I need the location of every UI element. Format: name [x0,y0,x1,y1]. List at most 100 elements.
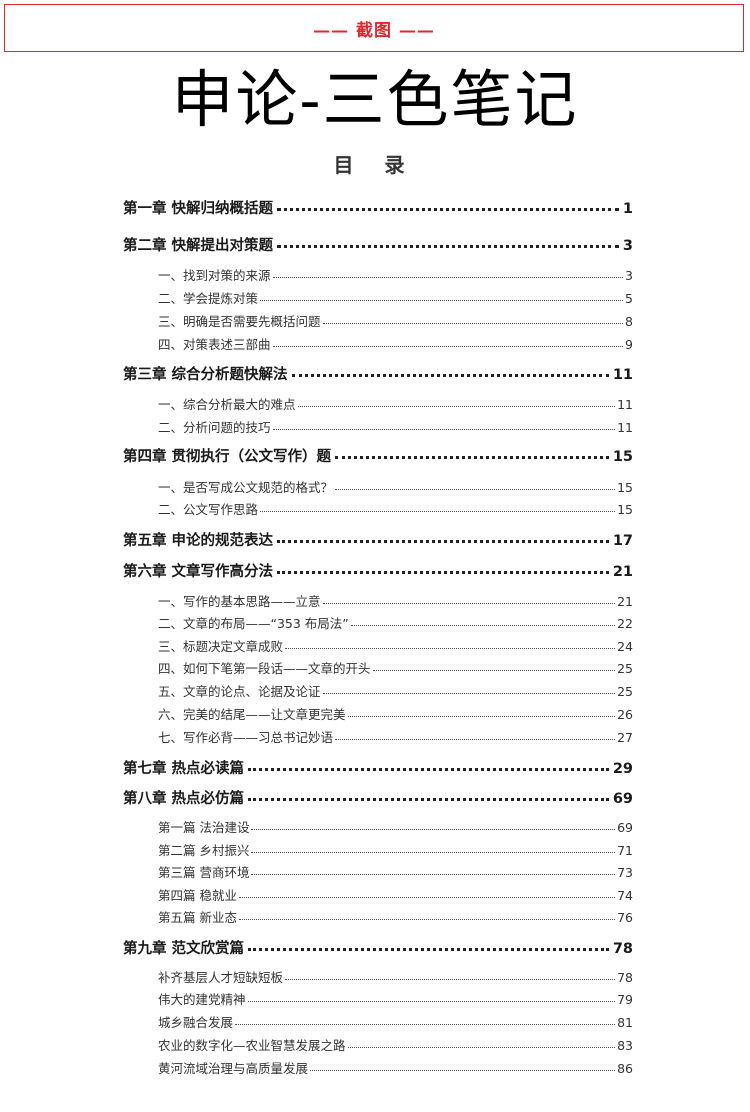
toc-section-entry[interactable]: 四、如何下笔第一段话——文章的开头 25 [158,658,633,677]
dot-leader [272,429,616,430]
toc-section-entry[interactable]: 六、完美的结尾——让文章更完美 26 [158,704,633,723]
screenshot-banner: —— 截图 —— [4,4,744,52]
dot-leader [235,1024,616,1025]
toc-entry-page: 9 [625,337,633,352]
toc-entry-page: 21 [617,594,633,609]
toc-entry-title: 一、综合分析最大的难点 [158,397,296,412]
dot-leader [277,245,619,248]
toc-section-entry[interactable]: 四、对策表述三部曲 9 [158,334,633,353]
dot-leader [260,511,616,512]
toc-entry-page: 25 [617,684,633,699]
dot-leader [248,948,609,951]
toc-section-entry[interactable]: 三、明确是否需要先概括问题 8 [158,311,633,330]
dot-leader [272,346,624,347]
toc-entry-page: 78 [612,941,633,957]
toc-entry-page: 3 [625,268,633,283]
toc-entry-title: 第二章 快解提出对策题 [123,238,274,254]
toc-entry-page: 15 [612,449,633,465]
toc-section-entry[interactable]: 二、学会提炼对策 5 [158,288,633,307]
toc-entry-title: 二、公文写作思路 [158,502,259,517]
toc-entry-page: 26 [617,707,633,722]
toc-entry-title: 三、标题决定文章成败 [158,639,284,654]
toc-entry-title: 第六章 文章写作高分法 [123,564,274,580]
dot-leader [297,406,616,407]
dot-leader [310,1070,616,1071]
toc-chapter-entry[interactable]: 第三章 综合分析题快解法 11 [123,363,633,384]
toc-section-entry[interactable]: 七、写作必背——习总书记妙语 27 [158,727,633,746]
toc-entry-page: 22 [617,616,633,631]
toc-section-entry[interactable]: 第三篇 营商环境 73 [158,862,633,881]
toc-chapter-entry[interactable]: 第九章 范文欣赏篇 78 [123,937,633,958]
toc-chapter-entry[interactable]: 第六章 文章写作高分法 21 [123,560,633,581]
toc-section-entry[interactable]: 第五篇 新业态 76 [158,907,633,926]
toc-entry-title: 黄河流域治理与高质量发展 [158,1061,309,1076]
toc-entry-page: 76 [617,910,633,925]
dot-leader [277,571,609,574]
toc-section-entry[interactable]: 第一篇 法治建设 69 [158,817,633,836]
dot-leader [248,768,609,771]
toc-section-entry[interactable]: 补齐基层人才短缺短板 78 [158,967,633,986]
toc-entry-title: 一、找到对策的来源 [158,268,271,283]
toc-entry-page: 17 [612,533,633,549]
dot-leader [372,670,616,671]
dot-leader [335,739,616,740]
toc-entry-title: 第五篇 新业态 [158,910,237,925]
toc-chapter-entry[interactable]: 第七章 热点必读篇 29 [123,757,633,778]
toc-entry-page: 24 [617,639,633,654]
toc-section-entry[interactable]: 二、公文写作思路 15 [158,499,633,518]
toc-section-entry[interactable]: 二、文章的布局——“353 布局法” 22 [158,613,633,632]
toc-entry-title: 城乡融合发展 [158,1015,234,1030]
toc-chapter-entry[interactable]: 第二章 快解提出对策题 3 [123,234,633,255]
toc-section-entry[interactable]: 三、标题决定文章成败 24 [158,636,633,655]
toc-section-entry[interactable]: 五、文章的论点、论据及论证 25 [158,681,633,700]
dot-leader [277,540,609,543]
toc-entry-page: 27 [617,730,633,745]
toc-entry-page: 78 [617,970,633,985]
toc-entry-page: 11 [612,367,633,383]
toc-section-entry[interactable]: 伟大的建党精神 79 [158,989,633,1008]
toc-entry-page: 8 [625,314,633,329]
toc-section-entry[interactable]: 一、是否写成公文规范的格式？ 15 [158,477,633,496]
toc-section-entry[interactable]: 第四篇 稳就业 74 [158,885,633,904]
toc-entry-title: 二、文章的布局——“353 布局法” [158,616,349,631]
toc-section-entry[interactable]: 城乡融合发展 81 [158,1012,633,1031]
toc-section-entry[interactable]: 第二篇 乡村振兴 71 [158,840,633,859]
toc-chapter-entry[interactable]: 第一章 快解归纳概括题 1 [123,197,633,218]
toc-section-entry[interactable]: 一、综合分析最大的难点 11 [158,394,633,413]
toc-entry-title: 补齐基层人才短缺短板 [158,970,284,985]
toc-entry-page: 3 [622,238,633,254]
toc-entry-page: 83 [617,1038,633,1053]
dot-leader [347,716,616,717]
toc-entry-title: 第七章 热点必读篇 [123,761,245,777]
toc-entry-title: 三、明确是否需要先概括问题 [158,314,321,329]
toc-entry-title: 伟大的建党精神 [158,992,246,1007]
toc-section-entry[interactable]: 一、找到对策的来源 3 [158,265,633,284]
dot-leader [247,1001,616,1002]
toc-section-entry[interactable]: 一、写作的基本思路——立意 21 [158,591,633,610]
toc-chapter-entry[interactable]: 第八章 热点必仿篇 69 [123,787,633,808]
dot-leader [251,829,616,830]
toc-chapter-entry[interactable]: 第五章 申论的规范表达 17 [123,529,633,550]
toc-heading: 目 录 [333,153,417,177]
dot-leader [251,852,616,853]
toc-entry-title: 第四篇 稳就业 [158,888,237,903]
toc-chapter-entry[interactable]: 第四章 贯彻执行（公文写作）题 15 [123,445,633,466]
toc-section-entry[interactable]: 农业的数字化—农业智慧发展之路 83 [158,1035,633,1054]
toc-entry-page: 79 [617,992,633,1007]
dot-leader [248,798,609,801]
toc-entry-page: 11 [617,420,633,435]
toc-entry-title: 一、是否写成公文规范的格式？ [158,480,334,495]
toc-entry-page: 81 [617,1015,633,1030]
toc-entry-page: 1 [622,201,633,217]
dot-leader [272,277,624,278]
dot-leader [238,897,616,898]
toc-entry-page: 25 [617,661,633,676]
dot-leader [322,693,616,694]
toc-section-entry[interactable]: 黄河流域治理与高质量发展 86 [158,1058,633,1077]
toc-section-entry[interactable]: 二、分析问题的技巧 11 [158,417,633,436]
toc-entry-title: 第八章 热点必仿篇 [123,791,245,807]
toc-entry-page: 71 [617,843,633,858]
toc-entry-title: 第三篇 营商环境 [158,865,250,880]
toc-entry-title: 二、分析问题的技巧 [158,420,271,435]
toc-entry-page: 29 [612,761,633,777]
